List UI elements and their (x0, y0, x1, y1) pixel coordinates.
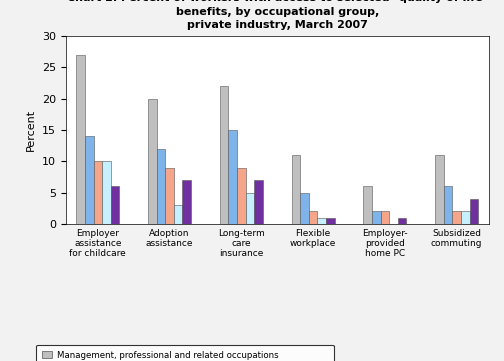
Legend: Management, professional and related occupations, Sales and office occupations, : Management, professional and related occ… (36, 344, 334, 361)
Bar (461, 211, 470, 224)
Bar (381, 211, 389, 224)
Bar (94, 161, 102, 224)
Bar (470, 199, 478, 224)
Title: Chart 2. Percent of workers with access to selected "quality of life"
benefits, : Chart 2. Percent of workers with access … (67, 0, 488, 30)
Bar (435, 155, 444, 224)
Y-axis label: Percent: Percent (26, 109, 36, 151)
Bar (237, 168, 245, 224)
Bar (300, 192, 309, 224)
Bar (148, 99, 157, 224)
Bar (165, 168, 174, 224)
Bar (452, 211, 461, 224)
Bar (76, 55, 85, 224)
Bar (444, 186, 452, 224)
Bar (398, 218, 406, 224)
Bar (111, 186, 119, 224)
Bar (291, 155, 300, 224)
Bar (220, 86, 228, 224)
Bar (102, 161, 111, 224)
Bar (245, 192, 254, 224)
Bar (85, 136, 94, 224)
Bar (372, 211, 381, 224)
Bar (318, 218, 326, 224)
Bar (174, 205, 182, 224)
Bar (363, 186, 372, 224)
Bar (228, 130, 237, 224)
Bar (254, 180, 263, 224)
Bar (326, 218, 335, 224)
Bar (309, 211, 318, 224)
Bar (157, 149, 165, 224)
Bar (182, 180, 191, 224)
